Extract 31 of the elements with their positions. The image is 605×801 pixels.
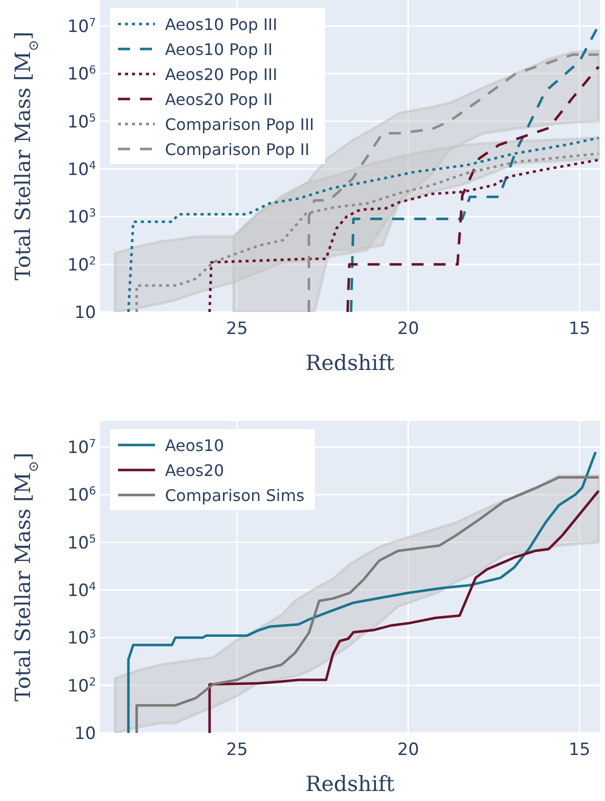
x-tick-label: 20 xyxy=(397,740,420,760)
y-tick-label: 10$^{7}$ xyxy=(67,15,96,37)
legend-label: Aeos10 Pop II xyxy=(165,40,273,59)
y-tick-label: 10$^{6}$ xyxy=(67,484,96,506)
x-tick-label: 20 xyxy=(397,319,420,339)
y-tick-label: 10$^{5}$ xyxy=(67,532,96,554)
x-tick-label: 25 xyxy=(226,740,248,760)
y-tick-label: 10$^{3}$ xyxy=(67,627,96,649)
x-axis-title: Redshift xyxy=(306,772,396,796)
y-tick-label: 10$^{6}$ xyxy=(67,63,96,85)
y-tick-label: 10$^{4}$ xyxy=(67,158,96,180)
legend-label: Aeos20 Pop II xyxy=(165,90,273,109)
legend-label: Aeos10 Pop III xyxy=(165,15,278,34)
x-tick-label: 15 xyxy=(568,740,590,760)
y-tick-label: 10$^{2}$ xyxy=(67,254,96,276)
y-tick-label: 10$^{3}$ xyxy=(67,206,96,228)
y-tick-label: 10 xyxy=(74,724,96,744)
legend-label: Aeos20 Pop III xyxy=(165,65,278,84)
legend-label: Aeos10 xyxy=(165,436,224,455)
legend-label: Comparison Pop III xyxy=(165,115,314,134)
y-tick-label: 10 xyxy=(74,303,96,323)
legend-label: Comparison Sims xyxy=(165,486,304,505)
x-tick-label: 25 xyxy=(226,319,248,339)
y-tick-label: 10$^{4}$ xyxy=(67,579,96,601)
legend-label: Aeos20 xyxy=(165,461,224,480)
x-tick-label: 15 xyxy=(568,319,590,339)
x-axis-title: Redshift xyxy=(306,351,396,375)
y-tick-label: 10$^{5}$ xyxy=(67,110,96,132)
y-tick-label: 10$^{2}$ xyxy=(67,674,96,696)
legend-label: Comparison Pop II xyxy=(165,140,310,159)
y-tick-label: 10$^{7}$ xyxy=(67,436,96,458)
